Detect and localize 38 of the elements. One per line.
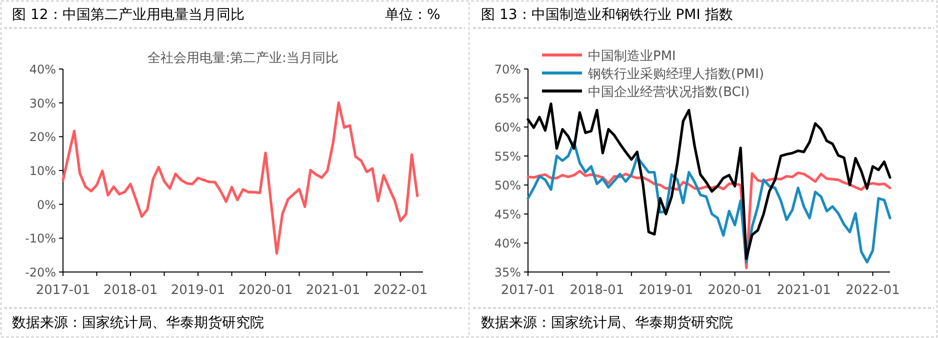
- y-tick-label: -10%: [24, 232, 56, 246]
- x-tick-label: 2019-01: [638, 283, 694, 298]
- x-tick-label: 2022-01: [373, 283, 428, 298]
- x-tick-label: 2022-01: [846, 283, 900, 298]
- y-tick-label: 20%: [29, 130, 56, 144]
- y-tick-label: 0%: [36, 198, 56, 212]
- text: 单位：%: [385, 7, 440, 23]
- line-series: [62, 102, 419, 255]
- chart-subtitle: 全社会用电量:第二产业:当月同比: [148, 51, 338, 66]
- chart-title: 图 12：中国第二产业用电量当月同比: [12, 7, 244, 23]
- y-tick-label: 45%: [494, 208, 521, 222]
- y-tick-label: 60%: [494, 120, 521, 134]
- source-note: 数据来源：国家统计局、华泰期货研究院: [12, 315, 264, 331]
- source-note: 数据来源：国家统计局、华泰期货研究院: [481, 315, 733, 331]
- y-tick-label: -20%: [24, 266, 56, 280]
- y-tick-label: 10%: [29, 164, 56, 178]
- legend-label: 中国企业经营状况指数(BCI): [588, 85, 750, 100]
- legend-label: 钢铁行业采购经理人指数(PMI): [587, 67, 764, 82]
- x-tick-label: 2018-01: [570, 283, 624, 298]
- y-tick-label: 65%: [494, 92, 521, 106]
- y-tick-label: 50%: [494, 178, 521, 192]
- y-tick-label: 55%: [494, 150, 521, 164]
- chart-title: 图 13：中国制造业和钢铁行业 PMI 指数: [481, 7, 733, 23]
- x-tick-label: 2021-01: [306, 283, 360, 298]
- y-tick-label: 40%: [494, 236, 521, 250]
- x-tick-label: 2017-01: [36, 283, 90, 298]
- legend-label: 中国制造业PMI: [588, 49, 676, 64]
- x-tick-label: 2020-01: [708, 283, 762, 298]
- x-tick-label: 2018-01: [103, 283, 158, 298]
- y-tick-label: 35%: [494, 266, 521, 280]
- x-tick-label: 2021-01: [776, 283, 831, 298]
- x-tick-label: 2019-01: [170, 283, 226, 298]
- y-tick-label: 30%: [29, 96, 56, 110]
- x-tick-label: 2020-01: [238, 283, 293, 298]
- y-tick-label: 40%: [29, 62, 56, 76]
- y-tick-label: 70%: [494, 62, 521, 76]
- x-tick-label: 2017-01: [500, 283, 556, 298]
- line-series: [526, 140, 892, 264]
